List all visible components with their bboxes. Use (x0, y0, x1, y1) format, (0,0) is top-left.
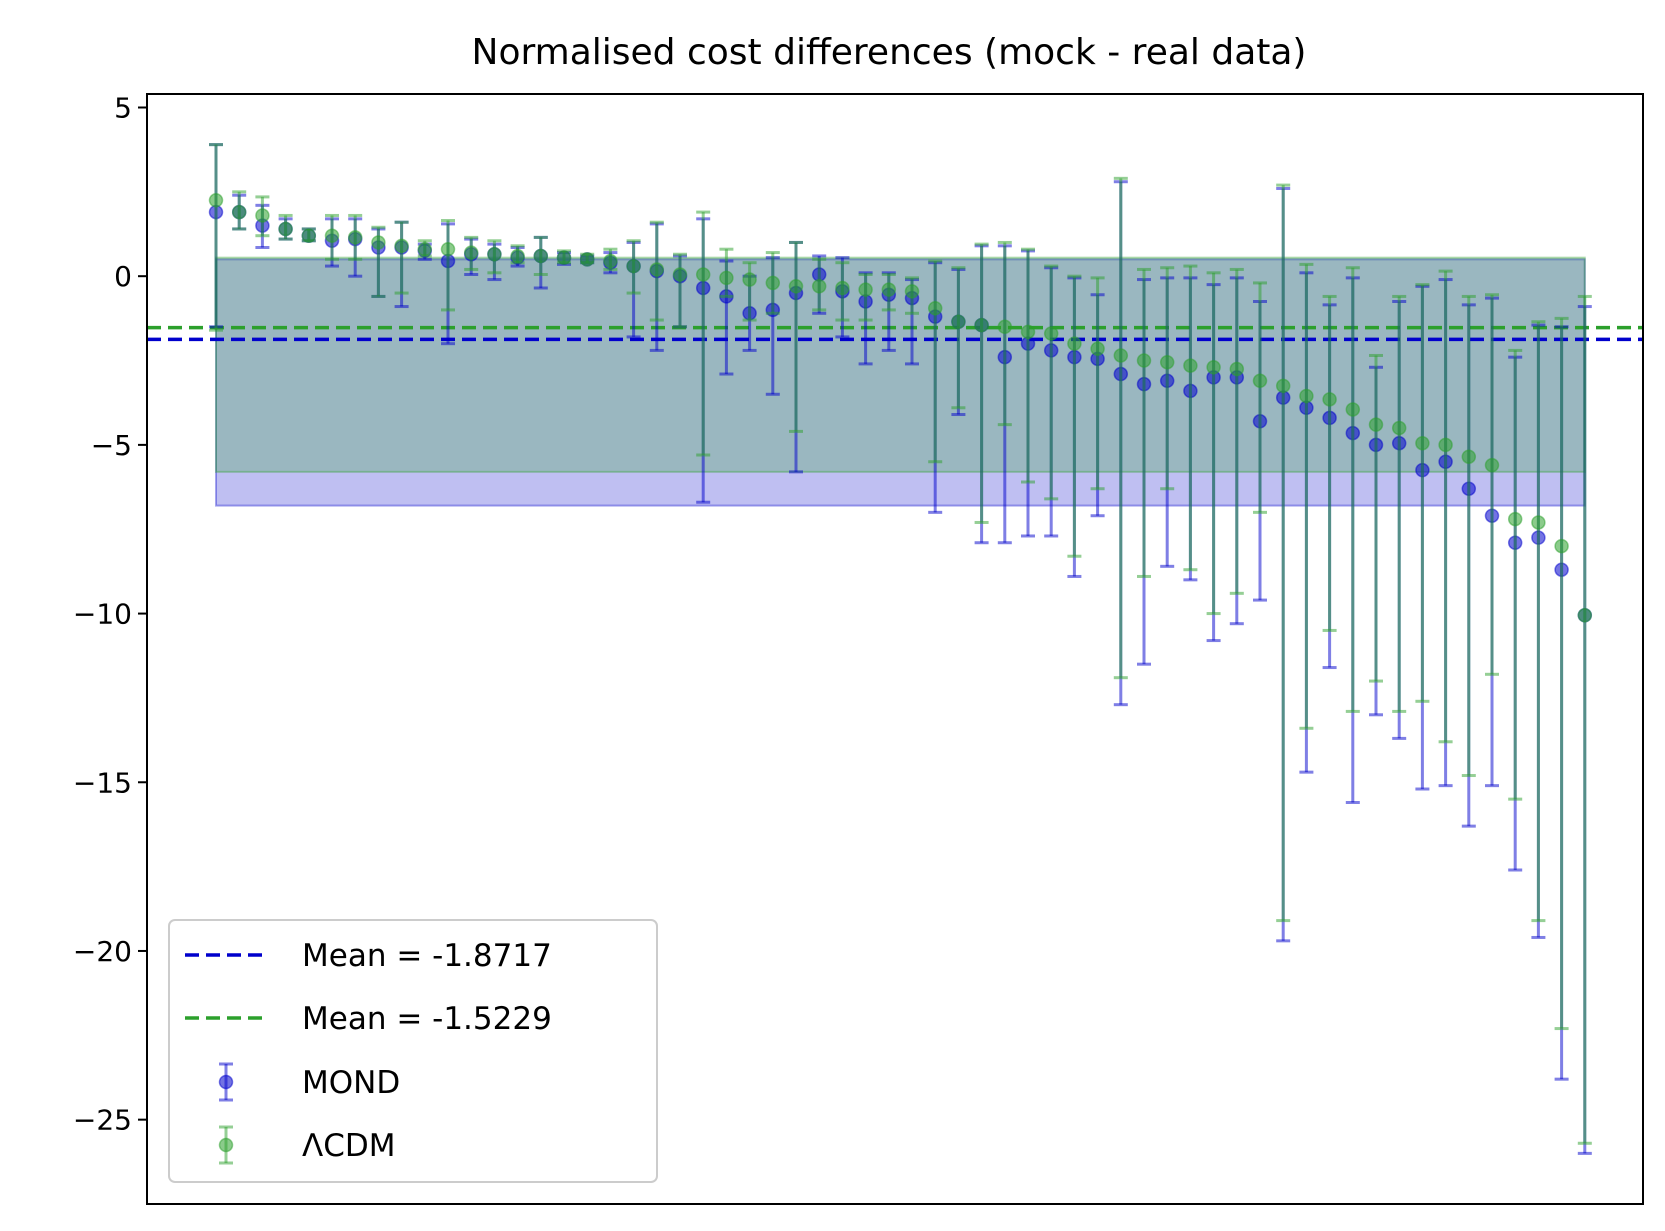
lcdm-point (1183, 358, 1198, 373)
lcdm-point (487, 247, 502, 262)
lcdm-point (742, 272, 757, 287)
lcdm-point (1554, 538, 1569, 554)
lcdm-point (556, 250, 572, 265)
lcdm-point (371, 235, 386, 250)
lcdm-point (1415, 435, 1430, 451)
lcdm-point (1484, 457, 1500, 473)
lcdm-point (1252, 373, 1268, 389)
legend-box (168, 919, 658, 1183)
lcdm-point (255, 208, 270, 223)
lcdm-point (1368, 417, 1384, 432)
chart-title: Normalised cost differences (mock - real… (472, 32, 1307, 73)
lcdm-point (1461, 449, 1477, 464)
lcdm-point (1206, 360, 1221, 375)
lcdm-point (579, 252, 595, 267)
lcdm-point (603, 253, 618, 269)
lcdm-point (626, 258, 641, 274)
y-tick-label: −20 (73, 935, 132, 968)
y-tick-label: 5 (114, 91, 132, 124)
lcdm-point (904, 284, 920, 299)
legend-label: MOND (302, 1065, 400, 1101)
lcdm-point (1577, 608, 1593, 623)
lcdm-point (835, 280, 850, 296)
lcdm-point (1507, 511, 1523, 527)
lcdm-point (649, 262, 665, 277)
lcdm-point (208, 193, 224, 208)
lcdm-point (858, 282, 873, 297)
lcdm-point (1113, 348, 1129, 363)
lcdm-point (1090, 341, 1105, 356)
lcdm-point (695, 267, 711, 282)
lcdm-point (1531, 515, 1546, 530)
y-tick-label: −5 (91, 429, 132, 462)
lcdm-point (417, 241, 433, 257)
lcdm-point (1345, 402, 1361, 417)
lcdm-point (881, 282, 897, 297)
lcdm-point (1299, 388, 1314, 404)
lcdm-point (788, 279, 804, 294)
lcdm-point (1043, 326, 1059, 341)
lcdm-point (1229, 361, 1245, 377)
lcdm-point (1067, 336, 1082, 351)
y-tick-label: 0 (114, 260, 132, 293)
lcdm-point (672, 267, 688, 282)
lcdm-point (301, 228, 317, 243)
lcdm-point (1391, 420, 1407, 436)
legend-point-swatch (218, 1074, 234, 1090)
lcdm-point (951, 314, 966, 329)
lcdm-point (974, 317, 989, 333)
legend-point-swatch (218, 1137, 234, 1153)
plot-frame (146, 93, 1644, 1205)
y-tick-label: −15 (73, 766, 132, 799)
y-axis: 5 0 −5 −10 −15 −20 −25 (73, 91, 147, 1137)
legend-label: ΛCDM (302, 1128, 395, 1164)
lcdm-point (347, 230, 363, 245)
lcdm-point (1136, 353, 1152, 368)
lcdm-point (231, 204, 247, 220)
lcdm-point (1020, 324, 1036, 340)
lcdm-series (208, 143, 1593, 1145)
lcdm-point (1159, 354, 1175, 370)
legend: Mean = -1.8717 Mean = -1.5229 MOND ΛCDM (168, 919, 658, 1183)
lcdm-point (1438, 437, 1453, 453)
mond-band (215, 258, 1586, 507)
y-tick-label: −25 (73, 1104, 132, 1137)
lcdm-point (1322, 392, 1337, 407)
y-tick-label: −10 (73, 598, 132, 631)
lcdm-point (510, 248, 525, 264)
lcdm-point (927, 300, 943, 316)
lcdm-point (719, 270, 734, 286)
lcdm-point (324, 228, 340, 243)
plot-area (147, 143, 1643, 1155)
lcdm-point (1275, 378, 1291, 394)
lcdm-point (394, 238, 409, 254)
lcdm-point (533, 248, 549, 264)
legend-label: Mean = -1.8717 (302, 938, 552, 974)
lcdm-point (440, 241, 456, 257)
lcdm-point (811, 279, 827, 294)
lcdm-point (463, 245, 479, 260)
lcdm-point (278, 221, 293, 237)
legend-label: Mean = -1.5229 (302, 1001, 552, 1037)
lcdm-point (997, 319, 1013, 335)
lcdm-point (765, 275, 781, 291)
